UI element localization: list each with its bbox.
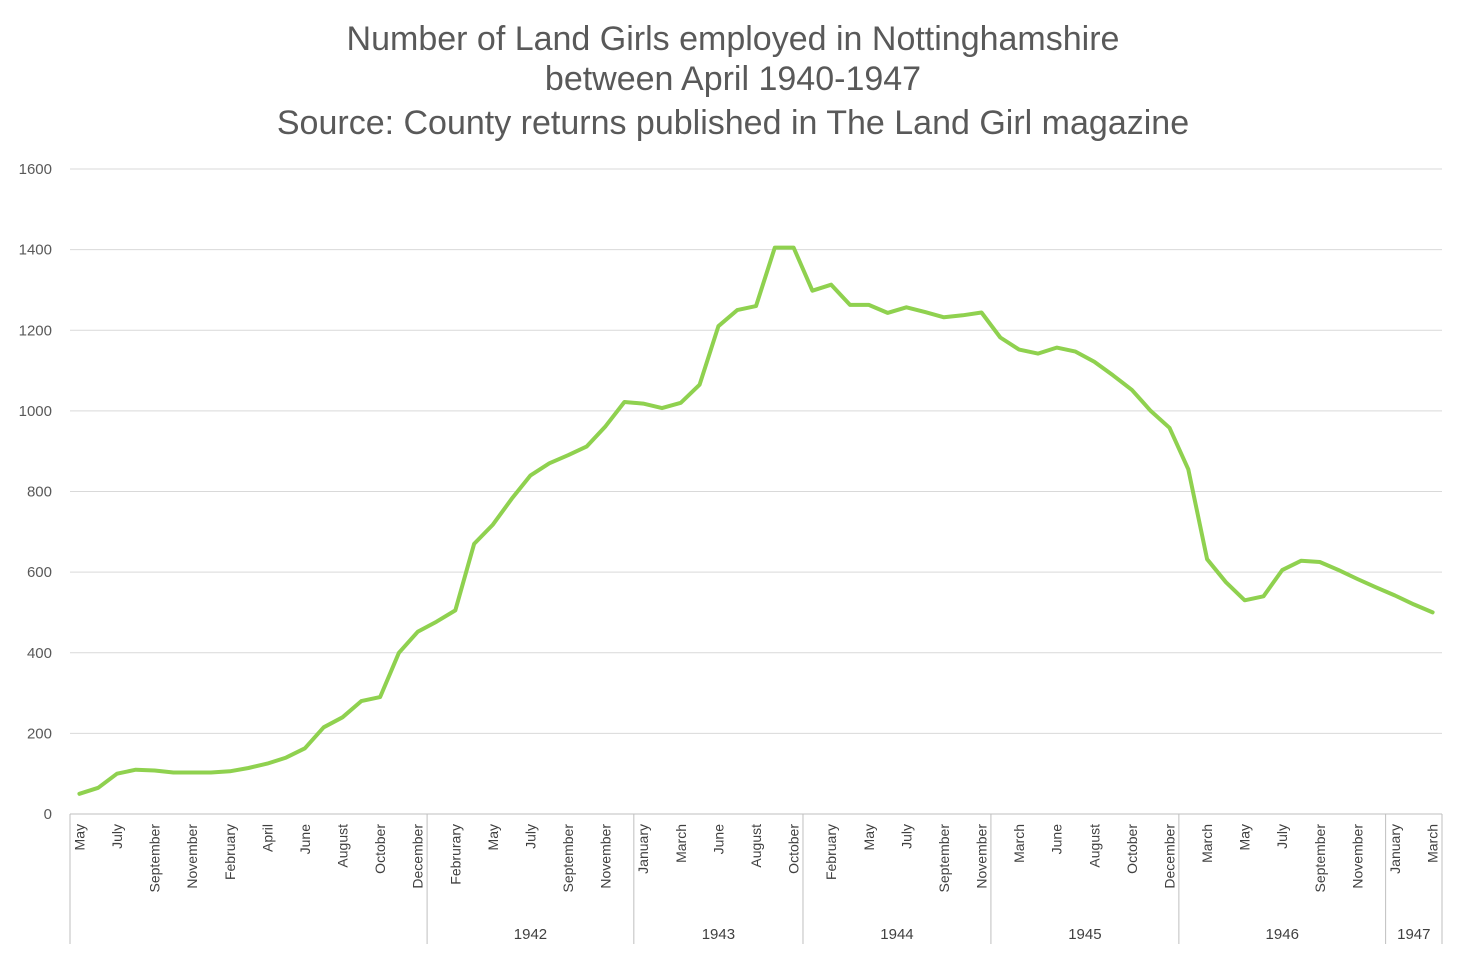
x-tick-label: March (673, 824, 689, 863)
x-tick-label: July (109, 824, 125, 849)
x-tick-label: May (485, 824, 501, 850)
y-axis-ticks: 0 200 400 600 800 1000 1200 1400 1600 (19, 161, 52, 823)
y-tick-label: 1400 (19, 242, 52, 259)
x-tick-label: November (974, 824, 990, 889)
x-tick-label: February (823, 824, 839, 880)
x-tick-label: May (861, 824, 877, 850)
x-tick-label: December (1161, 824, 1177, 889)
chart-title-line-3: Source: County returns published in The … (277, 104, 1189, 142)
x-tick-label: September (560, 824, 576, 893)
x-tick-label: January (635, 824, 651, 874)
x-tick-label: October (1124, 824, 1140, 874)
chart-title-line-1: Number of Land Girls employed in Notting… (347, 20, 1120, 58)
x-tick-label: November (184, 824, 200, 889)
x-tick-label: June (1049, 824, 1065, 855)
year-group-label: 1944 (880, 926, 913, 943)
series-group (77, 245, 1435, 796)
year-group-label: 1943 (702, 926, 735, 943)
y-tick-label: 600 (27, 564, 52, 581)
x-tick-label: April (259, 824, 275, 852)
x-tick-label: August (748, 824, 764, 868)
x-tick-label: March (1425, 824, 1441, 863)
y-tick-label: 400 (27, 645, 52, 662)
x-tick-label: July (522, 824, 538, 849)
x-tick-label: September (147, 824, 163, 893)
chart-title: Number of Land Girls employed in Notting… (277, 20, 1189, 142)
x-tick-label: June (710, 824, 726, 855)
x-tick-label: May (1237, 824, 1253, 850)
y-tick-label: 0 (44, 806, 52, 823)
x-tick-label: November (1349, 824, 1365, 889)
y-tick-label: 1600 (19, 161, 52, 178)
x-tick-label: September (936, 824, 952, 893)
x-tick-label: October (786, 824, 802, 874)
x-tick-label: November (598, 824, 614, 889)
x-tick-label: October (372, 824, 388, 874)
x-tick-label: March (1199, 824, 1215, 863)
series-line (77, 245, 1435, 796)
x-tick-label: August (335, 824, 351, 868)
chart-title-line-2: between April 1940-1947 (545, 60, 921, 98)
year-group-label: 1947 (1397, 926, 1430, 943)
y-tick-label: 200 (27, 725, 52, 742)
x-tick-label: March (1011, 824, 1027, 863)
year-group-label: 1942 (514, 926, 547, 943)
x-tick-label: July (898, 824, 914, 849)
x-axis: May July September November February April Jun… (69, 813, 1443, 944)
x-tick-label: May (71, 824, 87, 850)
year-group-label: 1946 (1266, 926, 1299, 943)
x-tick-label: Februrary (447, 824, 463, 885)
y-tick-label: 800 (27, 484, 52, 501)
x-tick-label: September (1312, 824, 1328, 893)
y-tick-label: 1200 (19, 322, 52, 339)
x-tick-label: June (297, 824, 313, 855)
x-tick-label: January (1387, 824, 1403, 874)
x-tick-label: August (1086, 824, 1102, 868)
x-tick-label: December (410, 824, 426, 889)
x-tick-label: February (222, 824, 238, 880)
gridlines (70, 168, 1442, 734)
y-tick-label: 1000 (19, 403, 52, 420)
year-group-label: 1945 (1068, 926, 1101, 943)
x-tick-label: July (1274, 824, 1290, 849)
